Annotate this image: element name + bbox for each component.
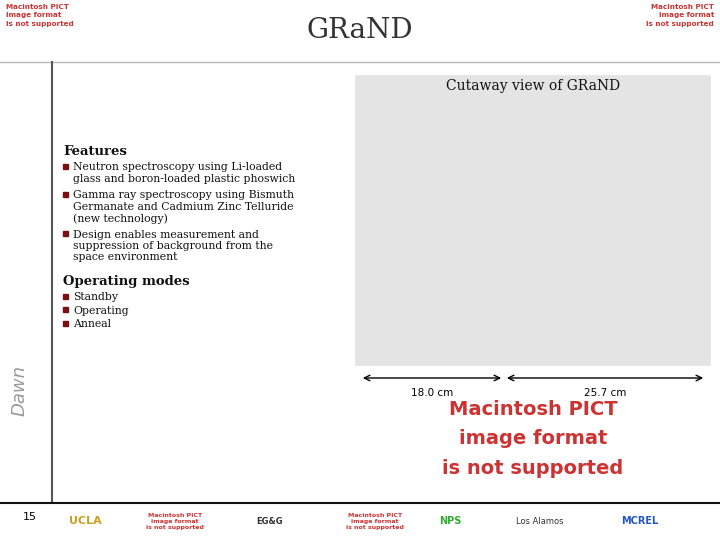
Text: Operating modes: Operating modes — [63, 275, 189, 288]
Text: Design enables measurement and: Design enables measurement and — [73, 230, 259, 240]
Text: Neutron spectroscopy using Li-loaded: Neutron spectroscopy using Li-loaded — [73, 162, 282, 172]
Bar — [0, 0, 720, 62]
Text: glass and boron-loaded plastic phoswich: glass and boron-loaded plastic phoswich — [73, 173, 295, 184]
Text: EG&G: EG&G — [257, 517, 283, 526]
Text: Macintosh PICT
image format
is not supported: Macintosh PICT image format is not suppo… — [146, 513, 204, 530]
Text: Germanate and Cadmium Zinc Telluride: Germanate and Cadmium Zinc Telluride — [73, 201, 294, 212]
Text: NPS: NPS — [438, 516, 462, 526]
Text: Cutaway view of GRaND: Cutaway view of GRaND — [446, 79, 620, 93]
Text: Los Alamos: Los Alamos — [516, 517, 564, 526]
Text: Macintosh PICT
image format
is not supported: Macintosh PICT image format is not suppo… — [346, 513, 404, 530]
Text: UCLA: UCLA — [68, 516, 102, 526]
Bar — [63, 321, 68, 326]
Text: Anneal: Anneal — [73, 319, 111, 329]
Bar — [63, 164, 68, 168]
Bar — [355, 75, 710, 365]
Bar — [63, 294, 68, 299]
Bar — [0, 503, 720, 540]
Text: space environment: space environment — [73, 253, 177, 262]
Text: 18.0 cm: 18.0 cm — [411, 388, 453, 398]
Text: Standby: Standby — [73, 292, 118, 302]
Text: Macintosh PICT
image format
is not supported: Macintosh PICT image format is not suppo… — [442, 400, 624, 478]
Text: Gamma ray spectroscopy using Bismuth: Gamma ray spectroscopy using Bismuth — [73, 190, 294, 200]
Text: Dawn: Dawn — [11, 364, 29, 415]
Bar — [63, 307, 68, 312]
Text: 25.7 cm: 25.7 cm — [584, 388, 626, 398]
Text: Operating: Operating — [73, 306, 129, 315]
Text: Macintosh PICT
image format
is not supported: Macintosh PICT image format is not suppo… — [6, 4, 73, 27]
Bar — [63, 192, 68, 197]
Text: (new technology): (new technology) — [73, 213, 168, 224]
Text: suppression of background from the: suppression of background from the — [73, 241, 273, 251]
Text: Features: Features — [63, 145, 127, 158]
Text: Macintosh PICT
image format
is not supported: Macintosh PICT image format is not suppo… — [647, 4, 714, 27]
Text: 15: 15 — [23, 512, 37, 523]
Text: MCREL: MCREL — [621, 516, 659, 526]
Text: GRaND: GRaND — [307, 17, 413, 44]
Bar — [63, 231, 68, 236]
